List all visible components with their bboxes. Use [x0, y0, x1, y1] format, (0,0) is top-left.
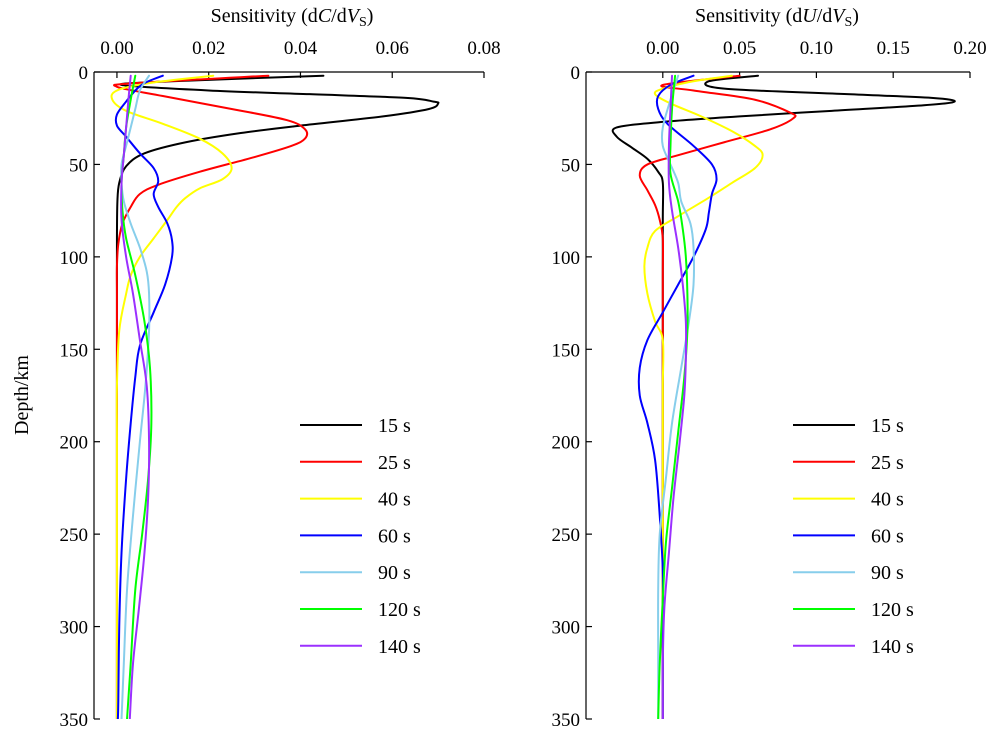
x-title-mid: /d [817, 5, 833, 27]
y-tick-label: 0 [79, 63, 89, 84]
x-tick-label: 0.02 [192, 38, 225, 59]
y-tick-label: 50 [561, 155, 580, 176]
series-line-15s [115, 74, 440, 719]
x-tick-label: 0.04 [284, 38, 318, 59]
series-line-120s [657, 74, 689, 719]
x-title-var: U [802, 5, 818, 27]
series-line-140s [661, 74, 688, 719]
legend-label: 15 s [871, 415, 904, 437]
x-title-mid: /d [331, 5, 347, 27]
legend-label: 90 s [871, 562, 904, 584]
x-axis-title-left: Sensitivity (dC/dVS) [211, 5, 374, 30]
x-title-var2: V [347, 5, 362, 27]
y-tick-label: 250 [60, 525, 89, 546]
legend: 15 s 25 s 40 s 60 s 90 s 120 s 140 s [300, 415, 421, 658]
series-line-40s [110, 74, 233, 719]
legend-label: 25 s [378, 452, 411, 474]
legend-label: 60 s [871, 525, 904, 547]
y-tick-label: 150 [552, 340, 581, 361]
series-group [611, 74, 956, 719]
y-tick-label: 150 [60, 340, 89, 361]
x-title-var2: V [832, 5, 847, 27]
x-title-suffix: ) [852, 5, 859, 27]
x-title-var: C [318, 5, 332, 27]
x-tick-label: 0.08 [467, 38, 500, 59]
y-tick-label: 350 [552, 710, 581, 731]
x-axis-title-right: Sensitivity (dU/dVS) [695, 5, 859, 30]
legend-label: 40 s [871, 489, 904, 511]
x-tick-label: 0.06 [376, 38, 409, 59]
x-title-sub: S [845, 15, 853, 30]
series-group [110, 74, 440, 719]
series-line-25s [113, 74, 309, 719]
legend-label: 15 s [378, 415, 411, 437]
x-tick-label: 0.15 [877, 38, 910, 59]
y-tick-label: 300 [552, 618, 581, 639]
legend: 15 s 25 s 40 s 60 s 90 s 120 s 140 s [793, 415, 914, 658]
chart-right: Sensitivity (dU/dVS) 0.00 0.05 0.10 0.15 0.2… [552, 5, 987, 731]
chart-left: Sensitivity (dC/dVS) 0.00 0.02 0.04 0.06 0.0… [60, 5, 501, 731]
x-tick-label: 0.05 [723, 38, 756, 59]
series-line-90s [120, 74, 151, 719]
y-tick-label: 50 [69, 155, 88, 176]
legend-label: 140 s [871, 636, 914, 658]
x-tick-label: 0.20 [953, 38, 986, 59]
x-title-suffix: ) [367, 5, 374, 27]
legend-label: 25 s [871, 452, 904, 474]
series-line-90s [657, 74, 695, 719]
y-tick-label: 200 [552, 433, 581, 454]
y-tick-label: 350 [60, 710, 89, 731]
x-tick-label: 0.00 [646, 38, 679, 59]
legend-label: 120 s [378, 599, 421, 621]
x-title-prefix: Sensitivity (d [211, 5, 318, 27]
series-line-60s [114, 74, 174, 719]
y-tick-label: 250 [552, 525, 581, 546]
legend-label: 120 s [871, 599, 914, 621]
x-title-prefix: Sensitivity (d [695, 5, 802, 27]
x-title-sub: S [359, 15, 367, 30]
legend-label: 40 s [378, 489, 411, 511]
y-tick-label: 0 [571, 63, 581, 84]
series-line-140s [120, 74, 151, 719]
x-tick-label: 0.00 [100, 38, 133, 59]
x-tick-label: 0.10 [800, 38, 833, 59]
legend-label: 60 s [378, 525, 411, 547]
series-line-60s [637, 74, 718, 719]
y-axis-title: Depth/km [11, 355, 33, 435]
y-tick-label: 100 [552, 248, 581, 269]
y-tick-label: 300 [60, 618, 89, 639]
legend-label: 140 s [378, 636, 421, 658]
y-tick-label: 200 [60, 433, 89, 454]
legend-label: 90 s [378, 562, 411, 584]
y-tick-label: 100 [60, 248, 89, 269]
